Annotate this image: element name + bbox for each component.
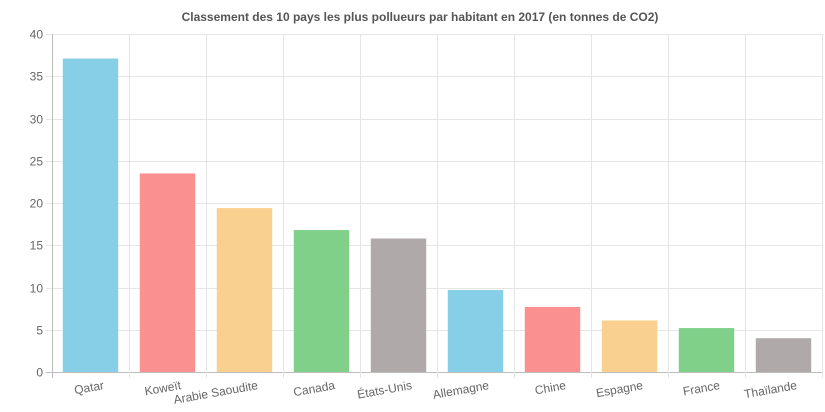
bar-2[interactable] bbox=[216, 208, 273, 372]
bars bbox=[62, 58, 812, 372]
bar-4[interactable] bbox=[370, 238, 427, 372]
x-tick-label: Canada bbox=[292, 378, 336, 399]
y-tick-label: 30 bbox=[30, 113, 44, 127]
bar-6[interactable] bbox=[524, 306, 581, 372]
bar-1[interactable] bbox=[139, 173, 196, 372]
bar-7[interactable] bbox=[601, 320, 658, 372]
y-tick-label: 5 bbox=[36, 324, 43, 338]
x-tick-label: Arabie Saoudite bbox=[172, 378, 259, 407]
x-tick-label: Thaïlande bbox=[743, 378, 798, 401]
x-tick-label: Chine bbox=[534, 378, 568, 397]
x-tick-label: Koweït bbox=[143, 378, 182, 398]
y-tick-label: 0 bbox=[36, 366, 43, 380]
y-axis-ticks: 0 5 10 15 20 25 30 35 40 bbox=[30, 28, 44, 380]
chart-title: Classement des 10 pays les plus pollueur… bbox=[182, 10, 659, 24]
y-tick-label: 10 bbox=[30, 282, 44, 296]
y-tick-label: 40 bbox=[30, 28, 44, 42]
x-tick-label: France bbox=[682, 378, 722, 398]
x-tick-label: Allemagne bbox=[432, 378, 491, 402]
bar-3[interactable] bbox=[293, 230, 350, 372]
y-tick-label: 20 bbox=[30, 197, 44, 211]
bar-0[interactable] bbox=[62, 58, 119, 372]
x-tick-label: États-Unis bbox=[356, 377, 413, 401]
y-tick-label: 35 bbox=[30, 70, 44, 84]
grid bbox=[46, 34, 823, 378]
bar-9[interactable] bbox=[755, 338, 812, 372]
x-tick-label: Espagne bbox=[595, 378, 644, 400]
x-tick-label: Qatar bbox=[73, 378, 105, 397]
bar-5[interactable] bbox=[447, 290, 504, 372]
y-tick-label: 15 bbox=[30, 239, 44, 253]
y-tick-label: 25 bbox=[30, 155, 44, 169]
bar-8[interactable] bbox=[678, 328, 735, 372]
